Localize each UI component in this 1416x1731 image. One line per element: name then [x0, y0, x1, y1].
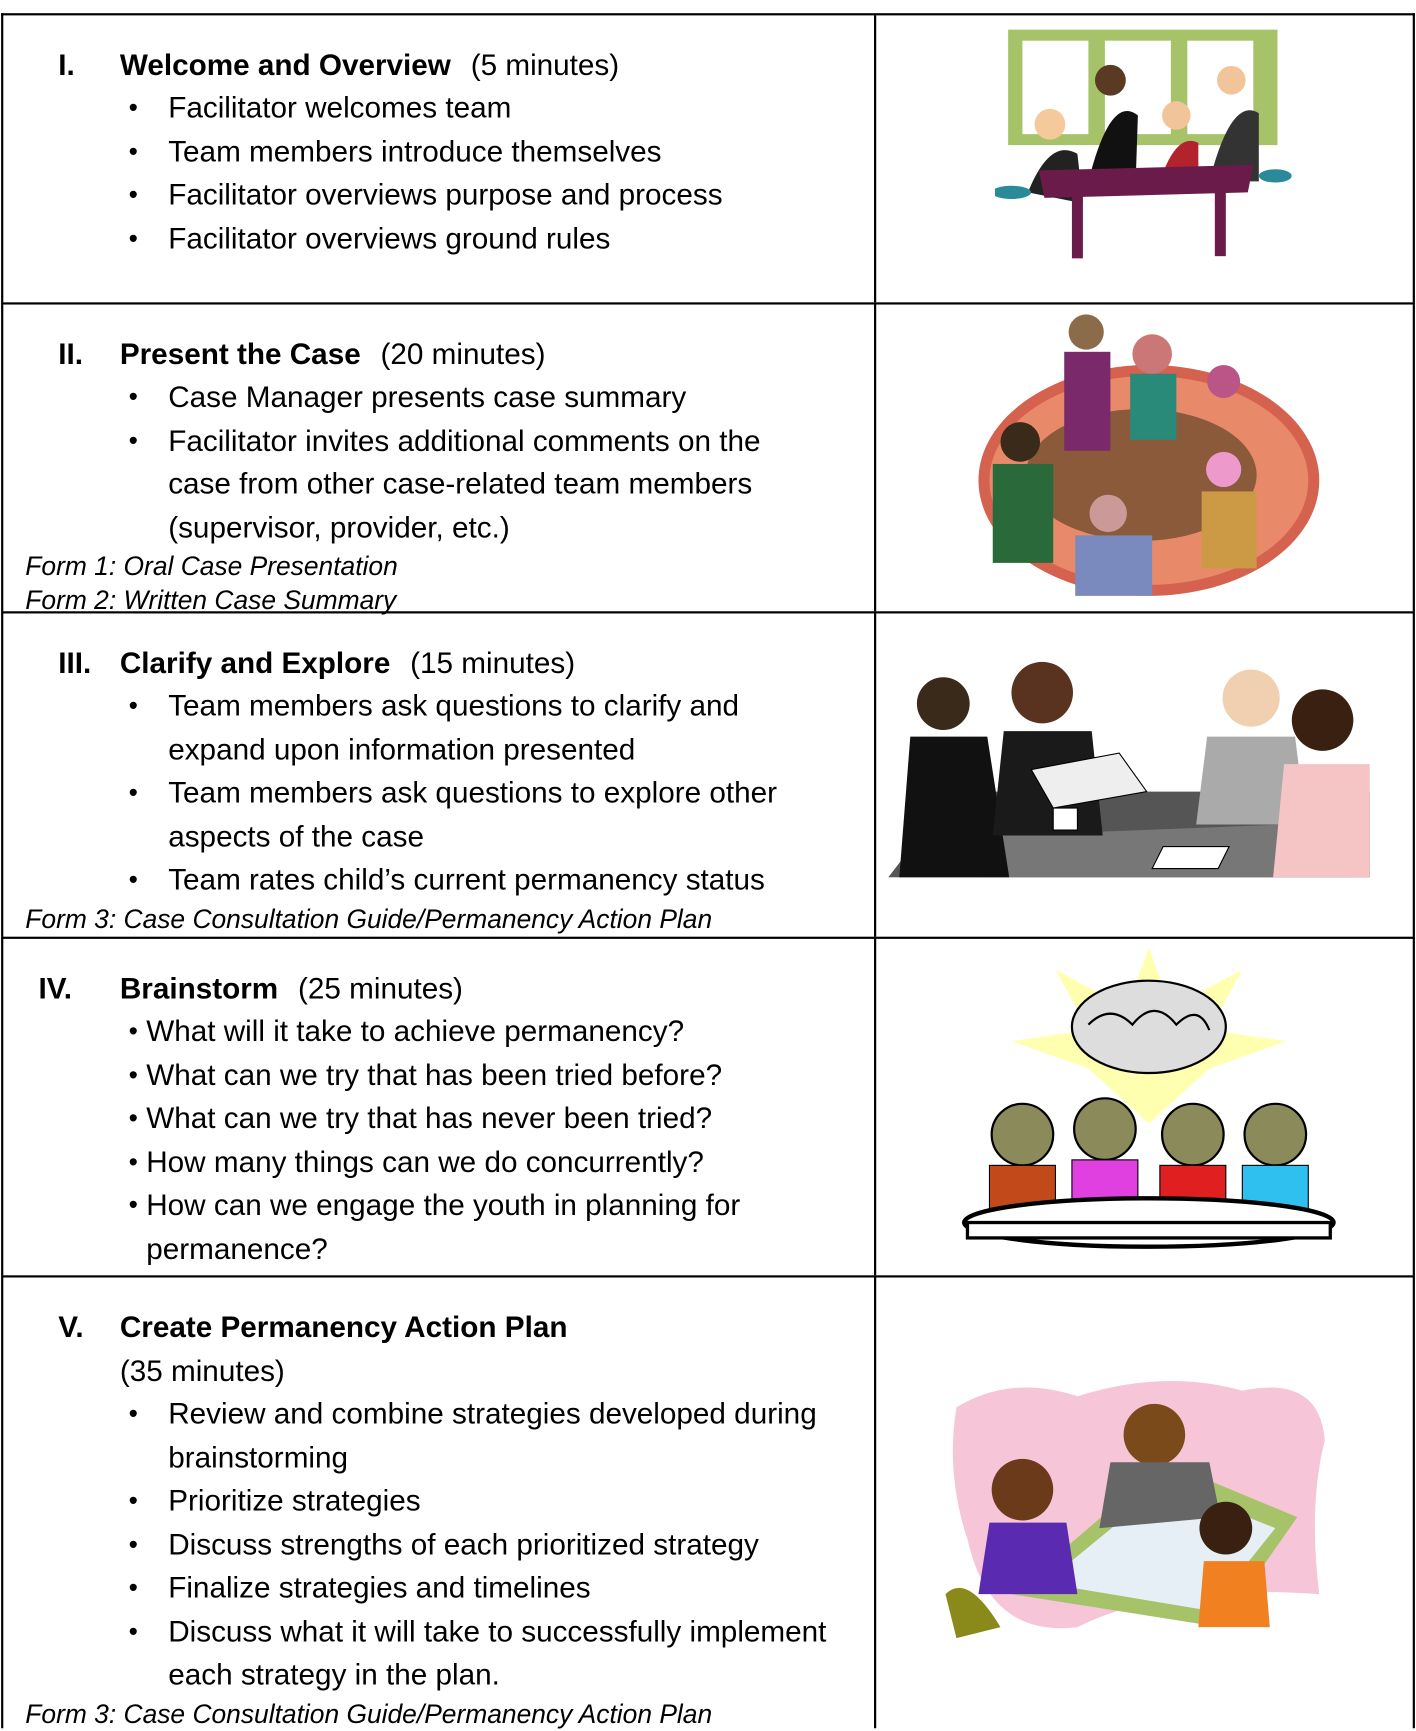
- bullet-item: Facilitator overviews ground rules: [3, 217, 828, 260]
- section-numeral: III.: [58, 646, 92, 680]
- bullet-item: How can we engage the youth in planning …: [3, 1184, 828, 1271]
- section-cell: II. Present the Case (20 minutes) Case Mana…: [3, 304, 877, 616]
- clarify-clipart: [888, 661, 1370, 878]
- brainstorm-clipart: [961, 947, 1336, 1249]
- section-row: III. Clarify and Explore (15 minutes) Team …: [1, 611, 1415, 937]
- meeting-clipart: [994, 29, 1292, 259]
- bullet-item: Facilitator invites additional comments …: [3, 419, 828, 549]
- bullet-item: Team members introduce themselves: [3, 130, 828, 173]
- section-cell: I. Welcome and Overview (5 minutes) Facilit…: [3, 15, 877, 303]
- section-heading: III. Clarify and Explore (15 minutes): [3, 641, 874, 685]
- bullet-item: Finalize strategies and timelines: [3, 1567, 828, 1610]
- section-numeral: I.: [58, 48, 75, 82]
- bullet-item: Facilitator welcomes team: [3, 87, 828, 130]
- section-heading: II. Present the Case (20 minutes): [3, 332, 874, 376]
- bullet-item: Team members ask questions to clarify an…: [3, 685, 828, 772]
- section-title-line: Brainstorm (25 minutes): [120, 966, 463, 1010]
- bullet-item: Discuss strengths of each prioritized st…: [3, 1523, 828, 1566]
- bullet-list: Team members ask questions to clarify an…: [3, 685, 874, 902]
- section-numeral: V.: [58, 1310, 84, 1344]
- section-numeral: II.: [58, 337, 84, 371]
- section-duration: (35 minutes): [119, 1354, 285, 1388]
- section-heading: IV. Brainstorm (25 minutes): [3, 966, 874, 1010]
- section-row: II. Present the Case (20 minutes) Case Mana…: [1, 302, 1415, 616]
- section-title: Brainstorm: [119, 971, 279, 1005]
- section-row: IV. Brainstorm (25 minutes) What will it ta…: [1, 936, 1415, 1276]
- section-row: I. Welcome and Overview (5 minutes) Facilit…: [1, 13, 1415, 303]
- bullet-item: What can we try that has been tried befo…: [3, 1054, 828, 1097]
- section-title: Clarify and Explore: [119, 646, 391, 680]
- section-title: Create Permanency Action Plan: [119, 1310, 568, 1344]
- section-title-line: Create Permanency Action Plan: [120, 1305, 568, 1349]
- bullet-item: Review and combine strategies developed …: [3, 1393, 828, 1480]
- section-title: Present the Case: [119, 337, 361, 371]
- bullet-item: Team rates child’s current permanency st…: [3, 859, 828, 902]
- bullet-list: Facilitator welcomes teamTeam members in…: [3, 87, 874, 261]
- section-title-line: Welcome and Overview (5 minutes): [120, 43, 619, 87]
- section-title: Welcome and Overview: [119, 48, 451, 82]
- section-row: V. Create Permanency Action Plan (35 minut…: [1, 1275, 1415, 1729]
- bullet-item: Prioritize strategies: [3, 1480, 828, 1523]
- bullet-list: Review and combine strategies developed …: [3, 1393, 874, 1697]
- section-cell: IV. Brainstorm (25 minutes) What will it ta…: [3, 938, 877, 1276]
- bullet-item: Team members ask questions to explore ot…: [3, 772, 828, 859]
- form-reference: Form 3: Case Consultation Guide/Permanen…: [25, 1699, 713, 1729]
- section-heading: V. Create Permanency Action Plan: [3, 1305, 874, 1349]
- section-duration: (25 minutes): [297, 971, 463, 1005]
- section-duration: (5 minutes): [470, 48, 620, 82]
- form-reference: Form 1: Oral Case Presentation: [25, 551, 398, 582]
- bullet-item: Case Manager presents case summary: [3, 376, 828, 419]
- form-reference: Form 3: Case Consultation Guide/Permanen…: [25, 904, 713, 934]
- bullet-item: What can we try that has never been trie…: [3, 1097, 828, 1140]
- bullet-item: Discuss what it will take to successfull…: [3, 1610, 828, 1697]
- bullet-item: How many things can we do concurrently?: [3, 1141, 828, 1184]
- case-clipart: [978, 314, 1320, 596]
- section-duration: (20 minutes): [380, 337, 546, 371]
- form-reference: Form 2: Written Case Summary: [25, 585, 397, 616]
- section-title-line: Clarify and Explore (15 minutes): [120, 641, 575, 685]
- section-cell: V. Create Permanency Action Plan (35 minut…: [3, 1277, 877, 1729]
- bullet-item: What will it take to achieve permanency?: [3, 1010, 828, 1053]
- section-title-line: Present the Case (20 minutes): [120, 332, 546, 376]
- bullet-list: Case Manager presents case summaryFacili…: [3, 376, 874, 550]
- bullet-list: What will it take to achieve permanency?…: [3, 1010, 874, 1271]
- section-numeral: IV.: [38, 971, 73, 1005]
- section-heading: I. Welcome and Overview (5 minutes): [3, 43, 874, 87]
- section-duration: (15 minutes): [410, 646, 576, 680]
- section-cell: III. Clarify and Explore (15 minutes) Team …: [3, 613, 877, 937]
- plan-clipart: [945, 1380, 1325, 1639]
- bullet-item: Facilitator overviews purpose and proces…: [3, 174, 828, 217]
